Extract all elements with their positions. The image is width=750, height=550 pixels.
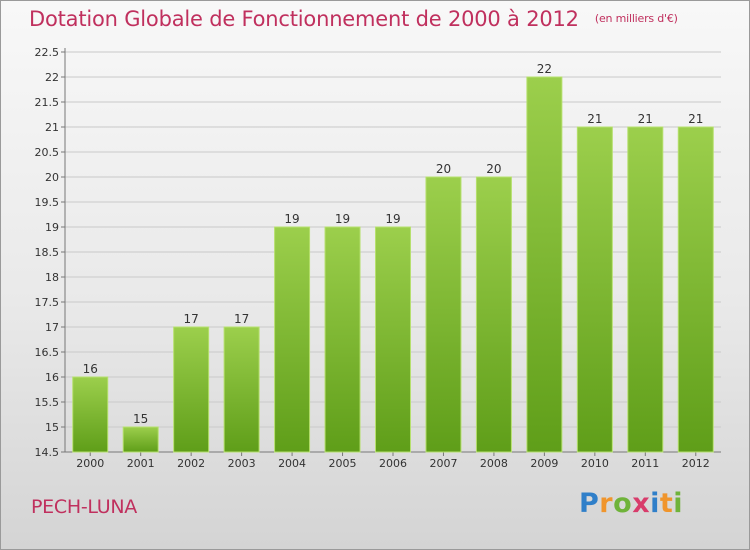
- bar-2010: [576, 126, 613, 453]
- x-tick-label: 2009: [530, 457, 558, 470]
- bar-2001: [122, 426, 159, 453]
- x-tick-label: 2004: [278, 457, 306, 470]
- y-tick-label: 22: [45, 71, 59, 84]
- data-label: 17: [184, 312, 199, 326]
- bar-2007: [425, 176, 462, 453]
- logo-letter: x: [632, 488, 651, 519]
- bar-2006: [375, 226, 411, 453]
- data-label: 16: [83, 362, 98, 376]
- y-tick-label: 15.5: [35, 396, 60, 409]
- x-tick-label: 2003: [228, 457, 256, 470]
- bar-2009: [526, 76, 563, 453]
- x-tick-label: 2010: [581, 457, 609, 470]
- logo-letter: P: [579, 488, 600, 519]
- logo-letter: i: [650, 488, 660, 519]
- data-label: 21: [638, 112, 653, 126]
- x-tick-label: 2007: [429, 457, 457, 470]
- y-tick-label: 17: [45, 321, 59, 334]
- x-tick-label: 2011: [631, 457, 659, 470]
- bar-2000: [72, 376, 109, 453]
- bar-2008: [475, 176, 512, 453]
- y-tick-label: 18.5: [35, 246, 60, 259]
- data-label: 22: [537, 62, 552, 76]
- proxiti-logo: Proxiti: [579, 488, 683, 519]
- bar-2011: [627, 126, 664, 453]
- y-tick-label: 18: [45, 271, 59, 284]
- y-tick-label: 14.5: [35, 446, 60, 459]
- data-label: 21: [587, 112, 602, 126]
- y-tick-label: 16: [45, 371, 59, 384]
- y-tick-label: 16.5: [35, 346, 60, 359]
- y-tick-label: 22.5: [35, 46, 60, 59]
- data-label: 19: [385, 212, 400, 226]
- x-tick-label: 2012: [682, 457, 710, 470]
- data-label: 19: [284, 212, 299, 226]
- bars: [72, 76, 714, 453]
- y-tick-label: 21.5: [35, 96, 60, 109]
- data-label: 15: [133, 412, 148, 426]
- data-label: 19: [335, 212, 350, 226]
- logo-letter: o: [613, 488, 633, 519]
- logo-letter: t: [659, 488, 674, 519]
- y-tick-label: 19.5: [35, 196, 60, 209]
- bar-2004: [274, 226, 311, 453]
- bar-2002: [173, 326, 210, 453]
- y-tick-label: 21: [45, 121, 59, 134]
- logo-letter: r: [599, 488, 614, 519]
- logo-letter: i: [673, 488, 684, 519]
- data-label: 20: [436, 162, 451, 176]
- unit-label: (en milliers d'€): [594, 12, 678, 25]
- x-tick-label: 2001: [127, 457, 155, 470]
- y-tick-label: 19: [45, 221, 59, 234]
- bar-2005: [324, 226, 361, 453]
- commune-name: PECH-LUNA: [31, 496, 137, 518]
- y-tick-label: 20.5: [35, 146, 60, 159]
- data-labels: 16 15 17 17 19 19 19 20 20 22 21 21 21: [83, 62, 704, 426]
- bar-2003: [223, 326, 260, 453]
- x-tick-label: 2005: [329, 457, 357, 470]
- data-label: 17: [234, 312, 249, 326]
- data-label: 21: [688, 112, 703, 126]
- x-tick-label: 2006: [379, 457, 407, 470]
- title-text: Dotation Globale de Fonctionnement de 20…: [29, 7, 579, 31]
- data-label: 20: [486, 162, 501, 176]
- chart-title: Dotation Globale de Fonctionnement de 20…: [29, 7, 678, 31]
- x-tick-label: 2002: [177, 457, 205, 470]
- y-tick-label: 17.5: [35, 296, 60, 309]
- y-tick-label: 20: [45, 171, 59, 184]
- x-tick-label: 2008: [480, 457, 508, 470]
- y-tick-label: 15: [45, 421, 59, 434]
- x-tick-label: 2000: [76, 457, 104, 470]
- bar-2012: [677, 126, 714, 453]
